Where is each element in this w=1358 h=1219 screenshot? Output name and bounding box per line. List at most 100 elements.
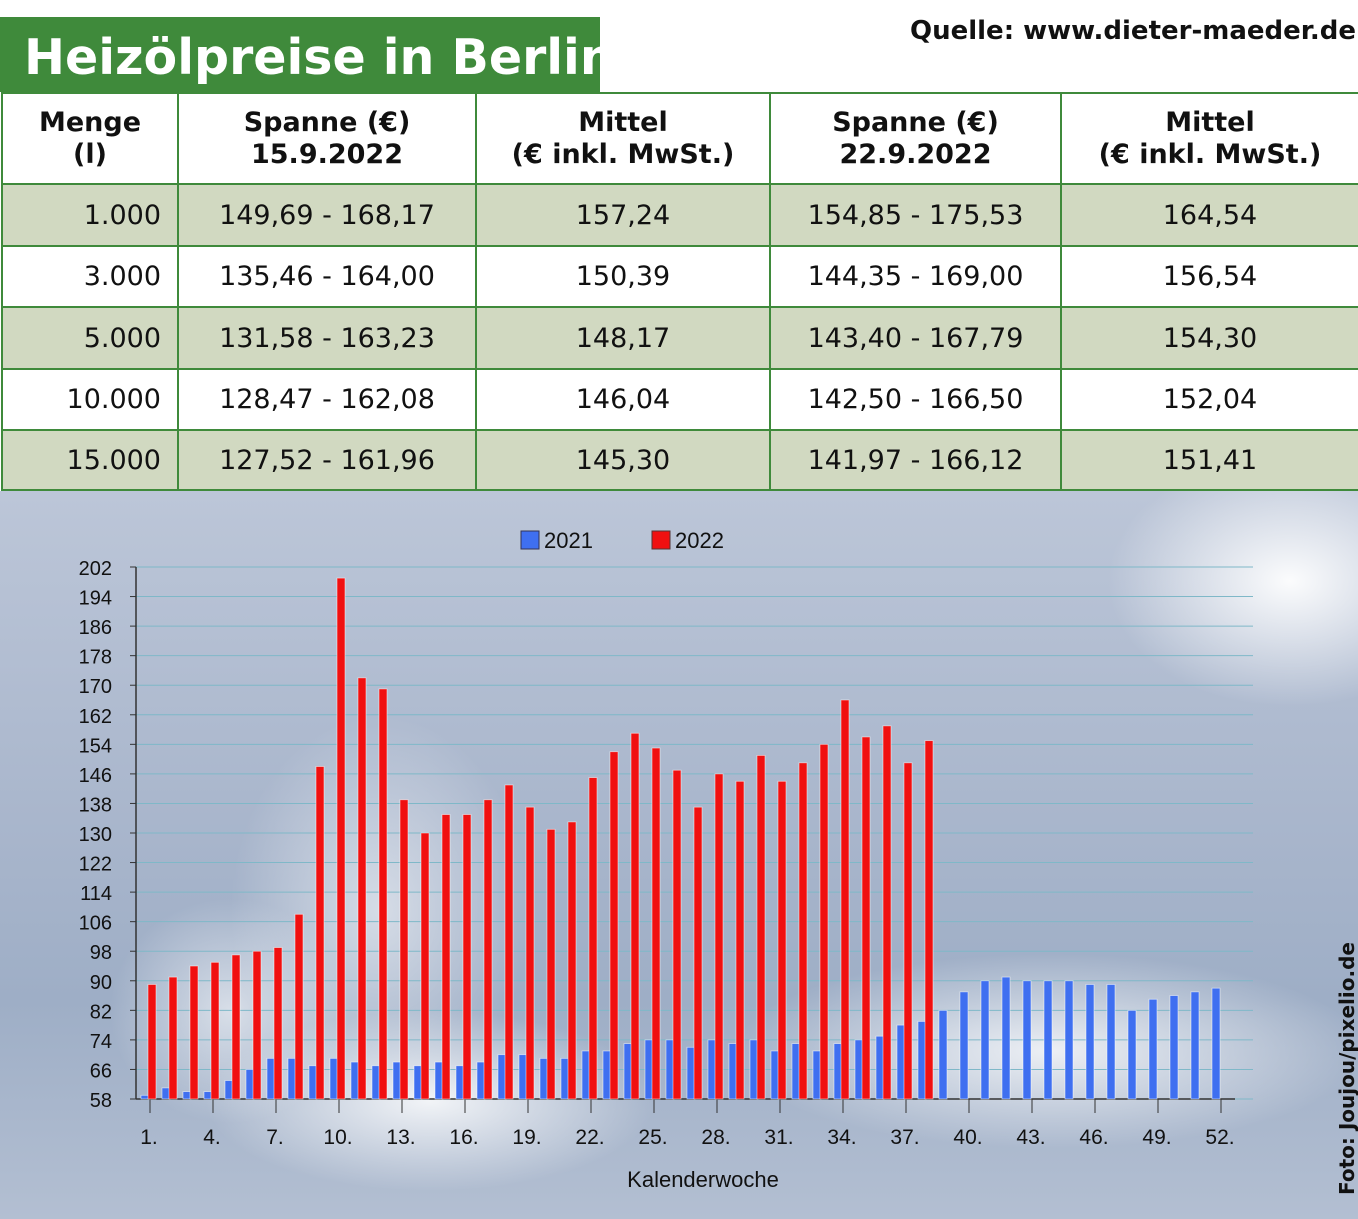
x-tick-label: 10. — [323, 1126, 352, 1149]
x-tick-label: 22. — [575, 1126, 604, 1149]
table-cell: 164,54 — [1060, 183, 1358, 247]
table-cell: 15.000 — [1, 429, 179, 491]
bar-2022 — [756, 755, 766, 1100]
table-cell: 143,40 - 167,79 — [769, 306, 1062, 370]
bar-2021 — [1022, 980, 1032, 1100]
bar-2022 — [882, 725, 892, 1100]
bar-2022 — [546, 828, 556, 1100]
table-cell: 150,39 — [475, 245, 771, 308]
bar-2021 — [1064, 980, 1074, 1100]
page-title: Heizölpreise in Berlin — [24, 29, 615, 86]
table-row: 5.000 131,58 - 163,23 148,17 143,40 - 16… — [1, 306, 1358, 370]
table-row: 3.000 135,46 - 164,00 150,39 144,35 - 16… — [1, 245, 1358, 308]
x-tick-label: 1. — [140, 1126, 158, 1149]
y-tick-label: 122 — [79, 854, 112, 876]
table-cell: 151,41 — [1060, 429, 1358, 491]
header-spanne-1: Spanne (€) 15.9.2022 — [177, 92, 477, 185]
photo-credit: Foto: Joujou/pixelio.de — [1335, 942, 1358, 1195]
x-tick-label: 4. — [203, 1126, 221, 1149]
bar-2022 — [819, 743, 829, 1100]
bar-2022 — [315, 766, 325, 1100]
bar-2022 — [210, 961, 220, 1100]
bar-2021 — [1148, 998, 1158, 1100]
bar-2022 — [273, 947, 283, 1100]
table-cell: 5.000 — [1, 306, 179, 370]
bar-2021 — [1211, 987, 1221, 1100]
header-mittel-1: Mittel (€ inkl. MwSt.) — [475, 92, 771, 185]
y-tick-label: 74 — [90, 1031, 112, 1053]
header-mittel-2: Mittel (€ inkl. MwSt.) — [1060, 92, 1358, 185]
bar-2021 — [938, 1009, 948, 1100]
y-tick-label: 178 — [79, 647, 112, 669]
bar-2022 — [525, 806, 535, 1100]
bar-2022 — [504, 784, 514, 1100]
y-tick-label: 130 — [79, 824, 112, 846]
header-menge: Menge (l) — [1, 92, 179, 185]
bar-2022 — [399, 799, 409, 1100]
bar-2022 — [567, 821, 577, 1100]
x-tick-label: 19. — [512, 1126, 541, 1149]
header-spanne-2: Spanne (€) 22.9.2022 — [769, 92, 1062, 185]
table-row: 10.000 128,47 - 162,08 146,04 142,50 - 1… — [1, 368, 1358, 431]
y-tick-label: 66 — [90, 1060, 112, 1082]
bar-2022 — [840, 699, 850, 1100]
table-cell: 141,97 - 166,12 — [769, 429, 1062, 491]
y-tick-label: 98 — [90, 942, 112, 964]
table-cell: 149,69 - 168,17 — [177, 183, 477, 247]
bar-2022 — [168, 976, 178, 1100]
x-tick-label: 46. — [1079, 1126, 1108, 1149]
legend-swatch-2022 — [651, 530, 671, 550]
bar-2022 — [420, 832, 430, 1100]
bar-2022 — [630, 732, 640, 1100]
y-tick-label: 194 — [79, 588, 112, 610]
x-tick-label: 13. — [386, 1126, 415, 1149]
y-tick-label: 162 — [79, 706, 112, 728]
table-cell: 10.000 — [1, 368, 179, 431]
table-cell: 152,04 — [1060, 368, 1358, 431]
y-tick-label: 58 — [90, 1090, 112, 1112]
bar-2022 — [294, 913, 304, 1100]
table-cell: 135,46 - 164,00 — [177, 245, 477, 308]
table-cell: 144,35 - 169,00 — [769, 245, 1062, 308]
bar-2022 — [777, 780, 787, 1100]
bar-2022 — [147, 984, 157, 1100]
bar-2022 — [903, 762, 913, 1100]
x-tick-label: 37. — [890, 1126, 919, 1149]
table-cell: 145,30 — [475, 429, 771, 491]
legend-label-2022: 2022 — [675, 528, 724, 553]
x-tick-label: 34. — [827, 1126, 856, 1149]
y-tick-label: 154 — [79, 735, 112, 757]
x-tick-label: 7. — [266, 1126, 284, 1149]
bar-2022 — [336, 577, 346, 1100]
x-tick-label: 49. — [1142, 1126, 1171, 1149]
bar-2021 — [1190, 991, 1200, 1100]
bar-2021 — [980, 980, 990, 1100]
chart-background: 202 194 186 178 170 162 154 146 138 130 122 114 106 9… — [0, 491, 1358, 1219]
table-cell: 157,24 — [475, 183, 771, 247]
bar-2022 — [798, 762, 808, 1100]
table-cell: 148,17 — [475, 306, 771, 370]
bar-2021 — [959, 991, 969, 1100]
source-credit: Quelle: www.dieter-maeder.de — [909, 16, 1356, 46]
table-cell: 154,85 - 175,53 — [769, 183, 1062, 247]
bar-2021 — [1127, 1009, 1137, 1100]
bar-2022 — [462, 814, 472, 1100]
table-cell: 142,50 - 166,50 — [769, 368, 1062, 431]
y-tick-label: 202 — [79, 558, 112, 580]
table-header-row: Menge (l) Spanne (€) 15.9.2022 Mittel (€ in… — [1, 92, 1358, 185]
bar-2021 — [1043, 980, 1053, 1100]
table-cell: 128,47 - 162,08 — [177, 368, 477, 431]
x-tick-label: 28. — [701, 1126, 730, 1149]
bar-2022 — [252, 950, 262, 1100]
bar-chart: 202 194 186 178 170 162 154 146 138 130 122 114 106 9… — [79, 528, 1253, 1192]
bar-2022 — [441, 814, 451, 1100]
bar-2022 — [483, 799, 493, 1100]
table-cell: 156,54 — [1060, 245, 1358, 308]
table-row: 15.000 127,52 - 161,96 145,30 141,97 - 1… — [1, 429, 1358, 491]
bar-2022 — [189, 965, 199, 1100]
y-tick-label: 138 — [79, 794, 112, 816]
bar-2021 — [1169, 995, 1179, 1100]
bar-2022 — [609, 751, 619, 1100]
bar-2022 — [693, 806, 703, 1100]
bar-2022 — [357, 677, 367, 1100]
